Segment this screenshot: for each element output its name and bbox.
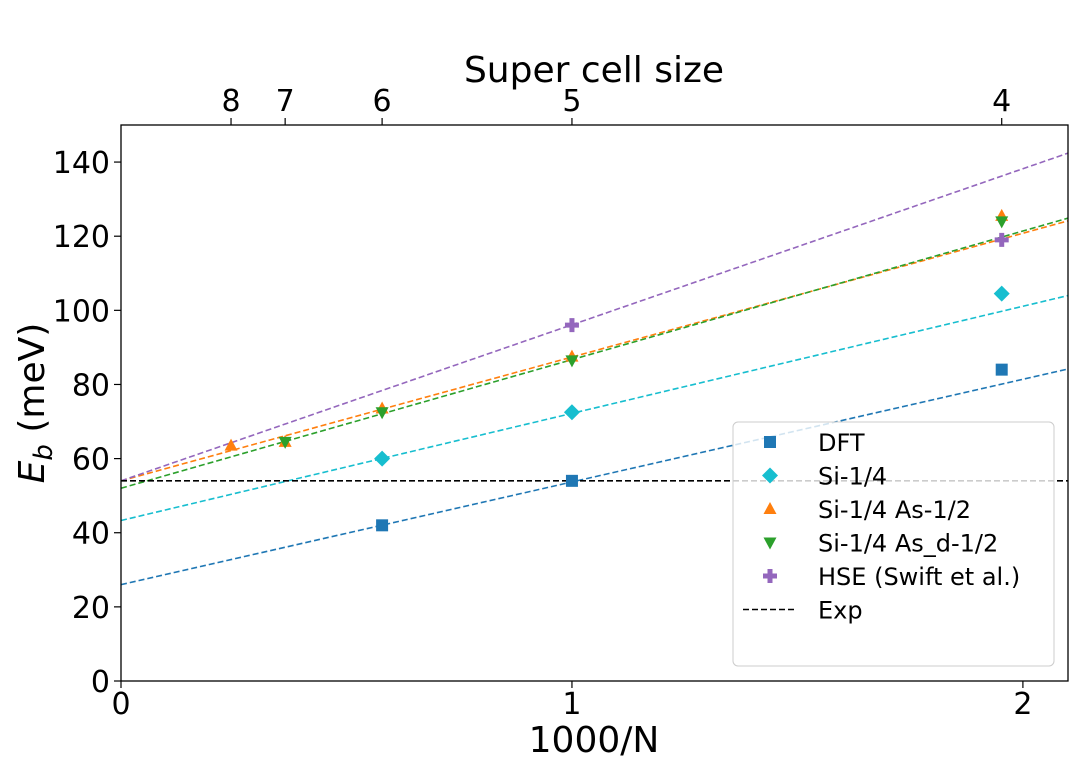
data-point-series-3-0 [278,436,292,449]
x-tick-label-2: 2 [1013,687,1032,722]
legend-label-1: Si-1/4 [818,463,887,491]
legend-marker-3 [763,537,777,550]
data-point-series-0-2 [995,363,1008,376]
data-markers [224,208,1010,532]
fit-lines [120,152,1069,586]
y-tick-label-0: 0 [91,665,110,700]
y-tick-label-6: 120 [53,220,110,255]
data-point-series-1-0 [374,450,391,467]
y-tick-label-4: 80 [72,368,110,403]
x-tick-label-1: 1 [562,687,581,722]
x-axis-title: 1000/N [529,720,660,761]
data-point-series-4-0 [564,318,579,333]
plot-frame [120,124,1069,682]
legend-marker-1 [762,467,778,484]
legend-label-3: Si-1/4 As_d-1/2 [818,530,998,558]
data-point-series-3-3 [995,216,1009,229]
y-tick-label-7: 140 [53,146,110,181]
legend-label-2: Si-1/4 As-1/2 [818,496,971,524]
left-axis: 0 20 40 60 80 100 120 140 [53,146,121,700]
y-axis-title-main: E [12,460,53,483]
data-point-series-0-1 [565,474,578,487]
fit-line-series-2 [120,220,1069,482]
legend-marker-2 [763,502,777,514]
data-point-series-3-1 [375,407,389,420]
legend-label-4: HSE (Swift et al.) [818,563,1020,591]
legend-marker-4 [763,569,777,583]
data-point-series-3-2 [565,355,579,368]
bottom-axis: 0 1 2 [111,681,1032,722]
y-tick-label-1: 20 [72,591,110,626]
x-tick-label-0: 0 [111,687,130,722]
fit-line-series-4 [120,152,1069,482]
data-point-series-1-1 [563,404,580,421]
y-tick-label-5: 100 [53,294,110,329]
top-axis: 8 7 6 5 4 [221,84,1011,125]
y-axis-title-subscript: b [29,444,59,461]
fit-line-series-3 [120,217,1069,490]
data-point-series-2-0 [224,438,238,451]
legend-label-reference: Exp [818,597,863,625]
y-tick-label-2: 40 [72,517,110,552]
y-axis-title-unit: (meV) [12,323,53,444]
top-tick-label-3: 5 [562,84,581,119]
top-tick-label-4: 4 [992,84,1011,119]
fit-line-series-1 [120,294,1069,522]
legend-marker-0 [764,436,776,448]
data-point-series-1-2 [993,285,1010,302]
legend-frame [732,421,1055,667]
top-tick-label-1: 7 [276,84,295,119]
y-axis-title: Eb (meV) [12,323,59,484]
legend-label-0: DFT [818,429,865,457]
data-point-series-4-1 [994,232,1009,247]
top-tick-label-0: 8 [221,84,240,119]
data-point-series-0-0 [376,519,389,532]
y-tick-label-3: 60 [72,443,110,478]
top-axis-title: Super cell size [464,50,724,91]
legend: DFT Si-1/4 Si-1/4 As-1/2 Si-1/4 As_d-1/2 HSE… [732,421,1055,667]
top-tick-label-2: 6 [373,84,392,119]
legend-items: DFT Si-1/4 Si-1/4 As-1/2 Si-1/4 As_d-1/2 HSE… [743,429,1020,625]
